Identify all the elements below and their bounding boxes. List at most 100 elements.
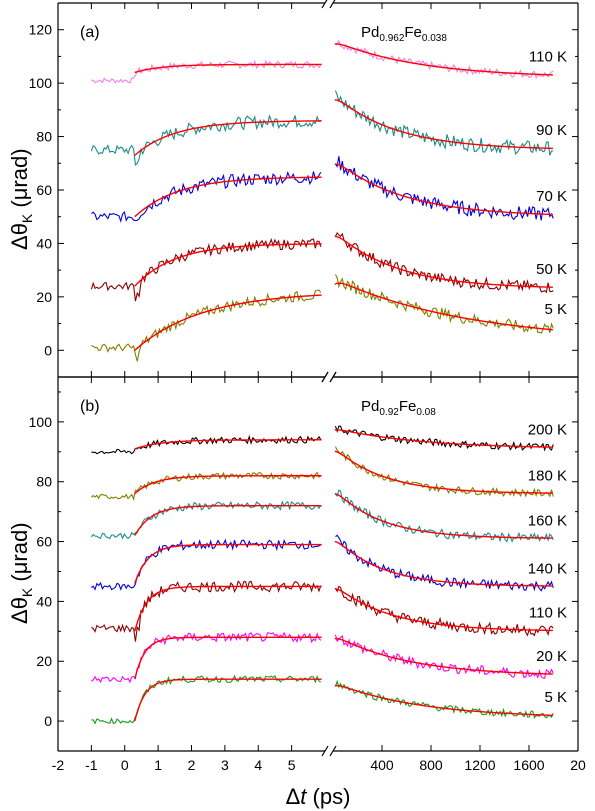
fit-line-long-delay: [334, 637, 553, 675]
fit-line-short-delay: [134, 439, 322, 450]
y-tick-label: 20: [36, 653, 52, 669]
composition-element-1: Pd: [361, 398, 379, 415]
x-tick-label: 5: [288, 757, 296, 773]
fit-line-short-delay: [134, 63, 322, 74]
series: 90 K: [90, 90, 567, 166]
x-tick-label: -1: [85, 757, 98, 773]
series: 140 K: [91, 534, 567, 592]
y-tick-label: 60: [36, 534, 52, 550]
fit-line-long-delay: [334, 235, 553, 288]
data-line-long-delay: [335, 39, 554, 80]
data-line-long-delay: [334, 634, 554, 679]
fit-line-long-delay: [334, 588, 553, 632]
data-line-short-delay: [91, 434, 322, 455]
y-tick-label: 80: [36, 474, 52, 490]
y-tick-label: 100: [29, 414, 53, 430]
x-tick-label: 0: [121, 757, 129, 773]
axis-break-mark: [329, 745, 337, 757]
temperature-label: 180 K: [528, 468, 567, 485]
axis-break-mark: [321, 0, 328, 9]
y-tick-label: 40: [36, 235, 52, 251]
data-line-short-delay: [91, 170, 322, 223]
data-line-short-delay: [91, 580, 322, 642]
axis-break-mark: [329, 371, 337, 383]
temperature-label: 90 K: [536, 122, 567, 139]
data-line-long-delay: [334, 585, 554, 637]
fit-line-short-delay: [134, 176, 322, 218]
fit-line-short-delay: [134, 475, 322, 495]
x-tick-label: 1: [154, 757, 162, 773]
series: 200 K: [91, 421, 567, 455]
x-tick-label: 20: [570, 757, 586, 773]
series: 5 K: [91, 274, 567, 362]
y-axis-title-sub: K: [19, 587, 35, 597]
fit-line-long-delay: [334, 540, 553, 587]
data-line-long-delay: [334, 232, 554, 294]
data-line-long-delay: [335, 534, 554, 592]
panel-a: 0 20 40 60 80 100 120 ΔθK (μrad) (a) Pd0.962Fe0.0…: [7, 0, 579, 383]
fit-line-long-delay: [334, 493, 553, 539]
y-tick-label: 0: [44, 713, 52, 729]
data-line-long-delay: [334, 679, 554, 719]
x-axis-title-main: Δ: [286, 784, 301, 809]
y-tick-label: 80: [36, 129, 52, 145]
y-tick-label: 0: [44, 342, 52, 358]
x-axis-title-unit: (ps): [306, 784, 350, 809]
fit-line-long-delay: [334, 282, 553, 331]
temperature-label: 70 K: [536, 188, 567, 205]
axis-break-mark: [321, 745, 329, 757]
series: 70 K: [91, 156, 567, 223]
y-axis-title: ΔθK (μrad): [7, 522, 35, 624]
series: 110 K: [91, 39, 567, 84]
composition-sub-2: 0.038: [422, 33, 447, 44]
x-tick-label: 400: [370, 757, 394, 773]
temperature-label: 110 K: [529, 605, 567, 622]
y-tick-label: 40: [36, 593, 52, 609]
composition-sub-1: 0.92: [379, 407, 399, 418]
fit-line-long-delay: [334, 99, 553, 150]
temperature-label: 5 K: [544, 301, 567, 318]
fit-line-short-delay: [134, 585, 322, 632]
y-tick-label: 20: [36, 289, 52, 305]
x-tick-label: 1200: [464, 757, 495, 773]
panel-b: 0 20 40 60 80 100 ΔθK (μrad) (b) Pd0.92Fe0.08 200…: [7, 371, 579, 757]
fit-line-short-delay: [134, 294, 322, 351]
fit-line-long-delay: [334, 163, 553, 216]
series: 110 K: [91, 580, 567, 642]
fit-line-long-delay: [334, 684, 553, 717]
composition-element-1: Pd: [361, 24, 379, 41]
temperature-label: 5 K: [544, 689, 567, 706]
temperature-label: 200 K: [528, 421, 567, 438]
y-axis-title-unit: (μrad): [7, 522, 32, 587]
composition-element-2: Fe: [399, 398, 417, 415]
x-axis-title-var: t: [300, 784, 307, 809]
axis-break-mark: [329, 0, 336, 9]
series: 50 K: [90, 232, 567, 302]
composition-label: Pd0.962Fe0.038: [361, 24, 447, 44]
fit-line-short-delay: [134, 504, 322, 536]
axis-break-mark: [321, 371, 329, 383]
series: 20 K: [91, 631, 567, 684]
x-axis-title: Δt (ps): [286, 784, 351, 809]
fit-line-short-delay: [134, 636, 322, 680]
temperature-label: 160 K: [528, 513, 567, 530]
x-tick-label: 800: [419, 757, 443, 773]
series: 160 K: [90, 489, 567, 543]
temperature-label: 110 K: [529, 48, 567, 65]
x-tick-label: 3: [221, 757, 229, 773]
composition-label: Pd0.92Fe0.08: [361, 398, 436, 418]
data-line-long-delay: [334, 90, 554, 156]
composition-element-2: Fe: [404, 24, 422, 41]
temperature-label: 20 K: [536, 648, 567, 665]
data-line-short-delay: [90, 114, 322, 166]
fit-line-short-delay: [134, 120, 322, 156]
data-line-short-delay: [91, 538, 322, 591]
data-line-short-delay: [90, 238, 322, 302]
data-line-short-delay: [90, 471, 322, 501]
y-axis-title-sub: K: [19, 213, 35, 223]
composition-sub-2: 0.08: [416, 407, 436, 418]
fit-line-short-delay: [134, 678, 322, 722]
y-axis-title: ΔθK (μrad): [7, 148, 35, 250]
fit-line-short-delay: [134, 243, 322, 287]
